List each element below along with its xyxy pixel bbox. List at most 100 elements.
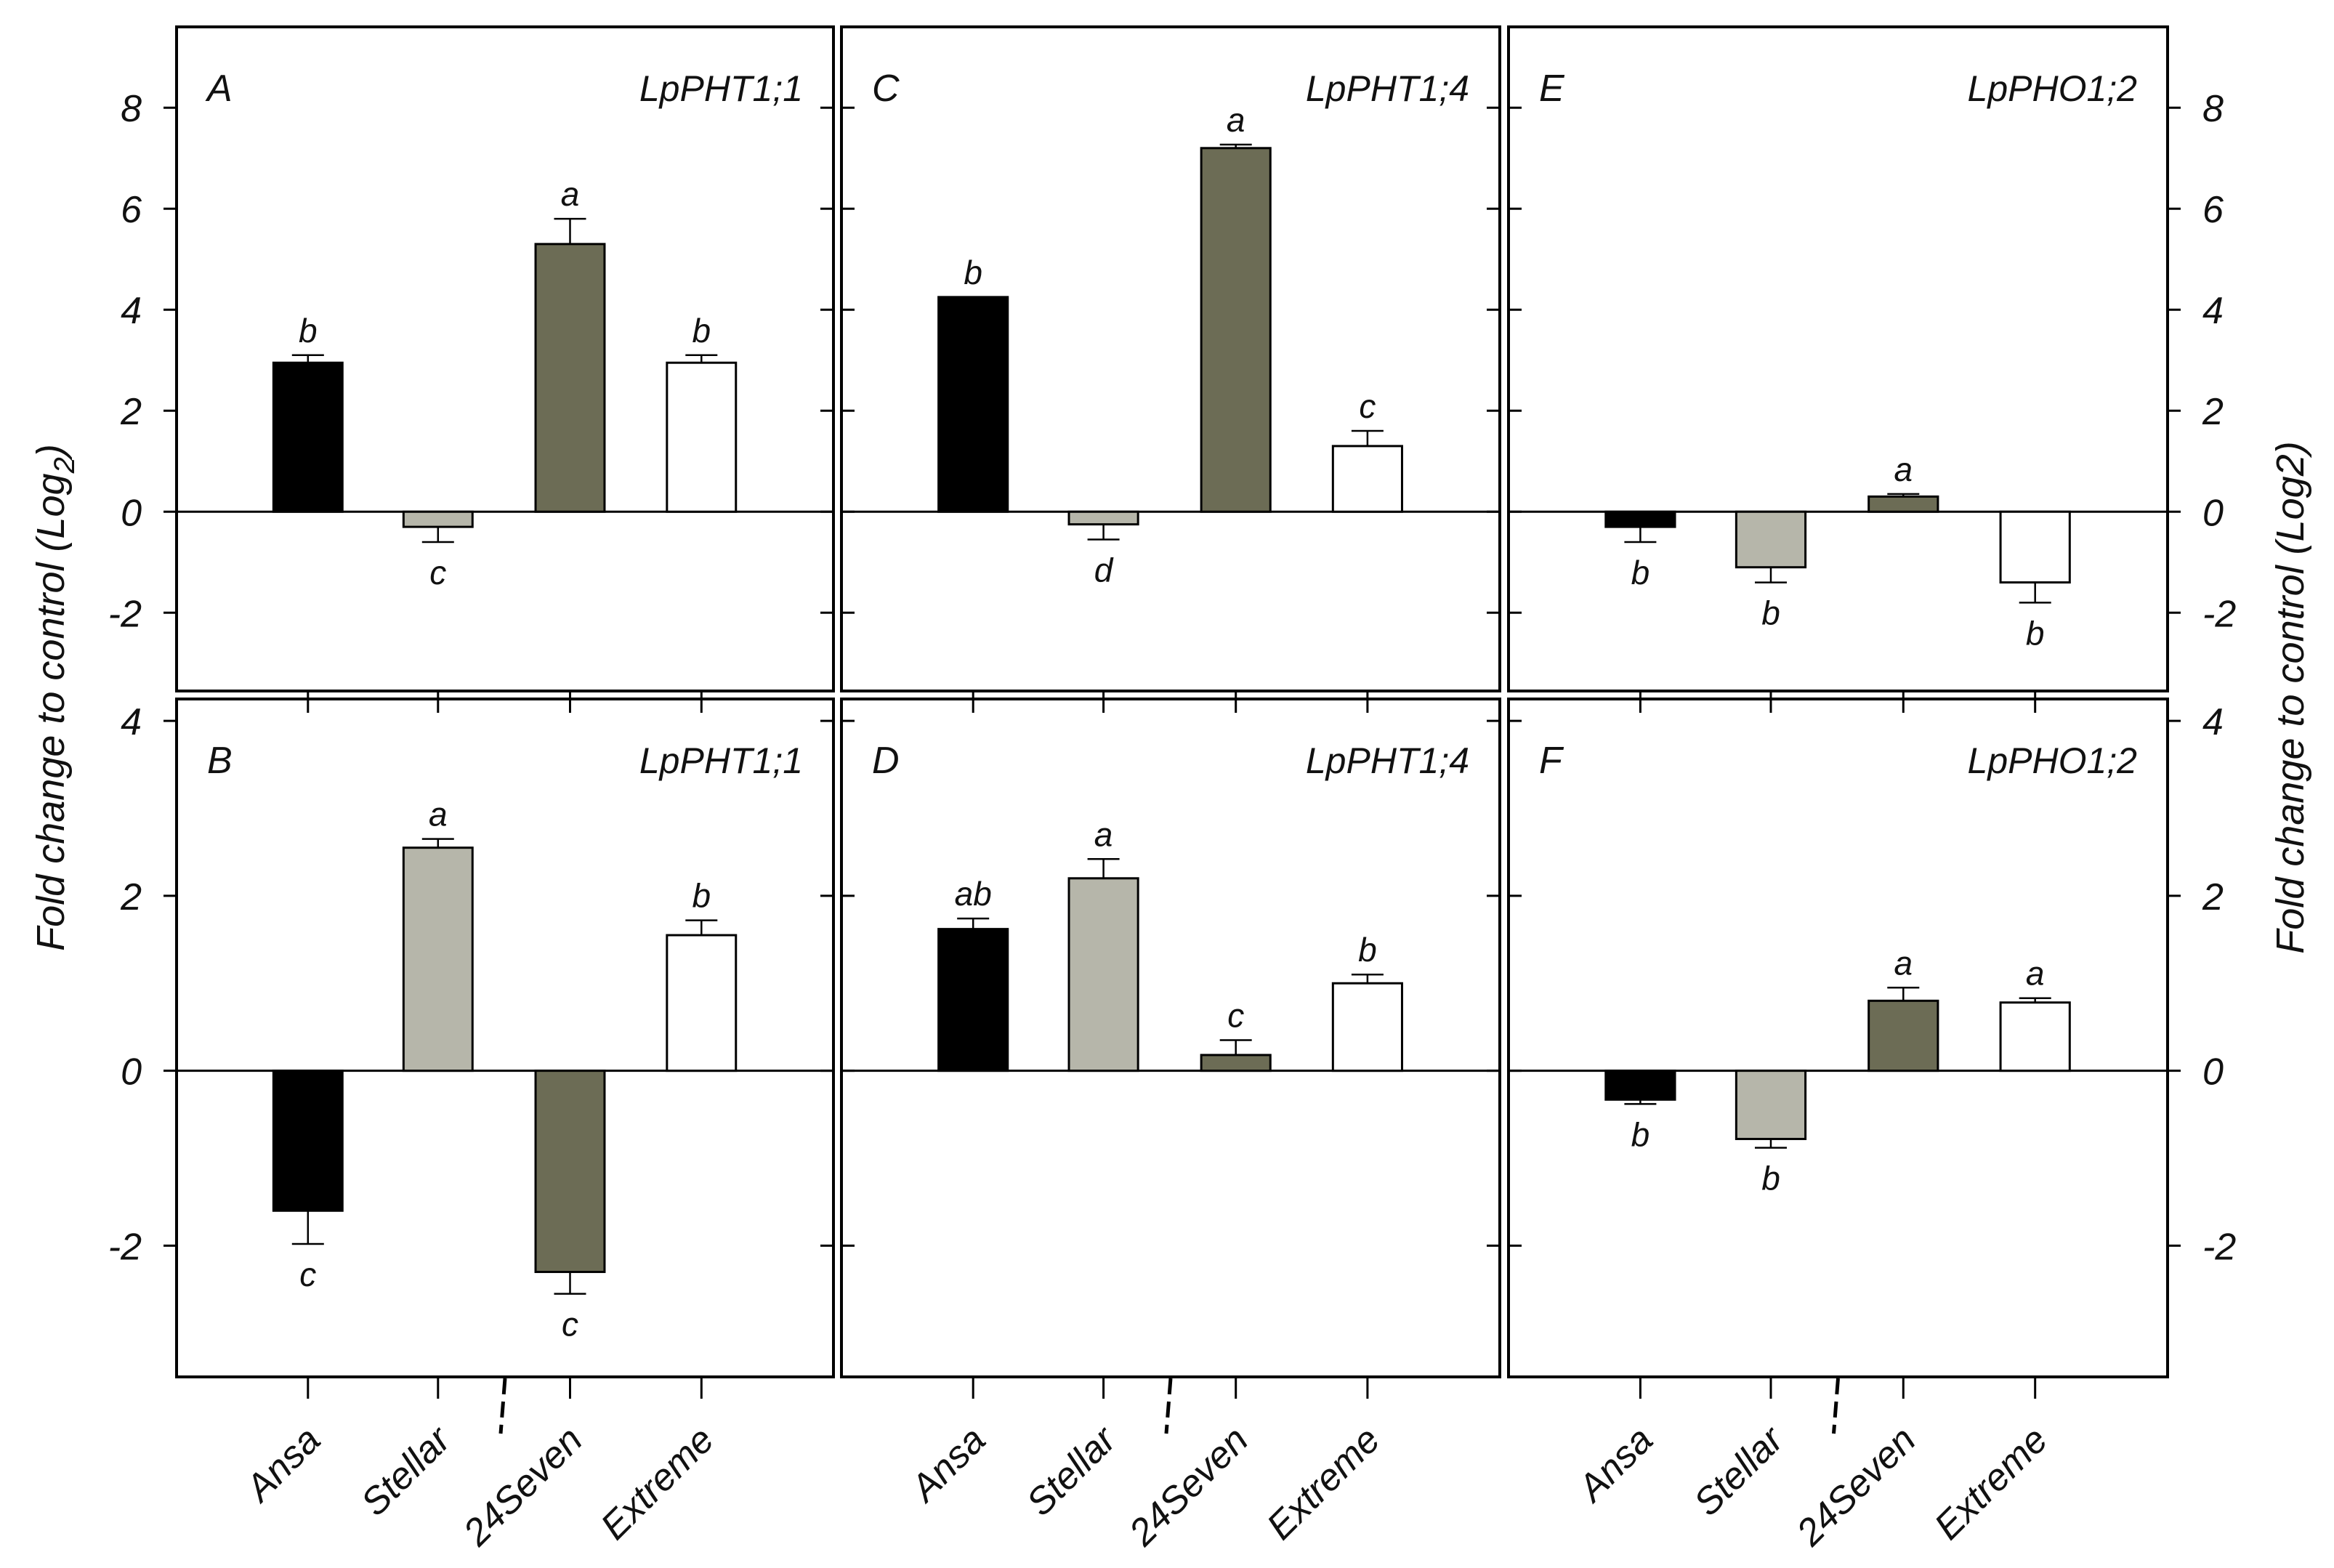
gene-label: LpPHO1;2 [1968,68,2138,109]
significance-letter: a [1094,815,1113,853]
gene-label: LpPHT1;4 [1306,68,1469,109]
y-tick-label: -2 [108,1226,142,1268]
gene-label: LpPHT1;4 [1306,740,1469,781]
significance-letter: b [1761,1160,1780,1197]
x-tick-label: Stellar [353,1418,460,1524]
panel-frame-E [1507,25,2169,692]
bar-Ansa [272,1070,344,1212]
panel-letter: F [1539,740,1564,782]
significance-letter: c [562,1306,578,1343]
bar-Extreme [1331,982,1403,1072]
significance-letter: c [299,1256,316,1293]
panel-letter: D [872,740,900,782]
panel-letter: C [872,68,900,110]
panel-frame-C [840,25,1501,692]
significance-letter: c [1359,387,1376,425]
cultivar-group-separator [1832,1378,1840,1434]
bar-24Seven [1200,147,1272,513]
y-tick-label: -2 [2202,593,2236,635]
y-tick-label: 0 [121,492,142,534]
panel-frame-F [1507,698,2169,1378]
significance-letter: c [1227,997,1244,1035]
panel-frame-A [175,25,835,692]
panel-letter: E [1539,68,1565,110]
x-tick-label: Ansa [1569,1418,1661,1511]
x-tick-label: Stellar [1019,1418,1126,1524]
right-y-axis-title: Fold change to control (Log2) [2269,441,2312,953]
bar-Stellar [1067,510,1139,526]
significance-letter: c [429,554,446,591]
bar-Extreme [666,361,738,513]
bar-Ansa [937,296,1009,513]
bar-24Seven [534,1070,606,1274]
significance-letter: b [1631,554,1650,591]
bar-Stellar [1735,1070,1807,1141]
significance-letter: a [1227,101,1245,139]
x-tick-label: Ansa [902,1418,994,1511]
bar-24Seven [1867,495,1939,513]
y-tick-label: 0 [2202,1051,2224,1094]
bar-24Seven [1200,1054,1272,1072]
y-tick-label: 2 [120,391,142,433]
x-tick-label: 24Seven [1788,1418,1924,1554]
bar-Ansa [1604,510,1676,528]
bar-Extreme [1331,445,1403,513]
significance-letter: a [1894,450,1913,488]
y-tick-label: 4 [2202,701,2224,743]
bar-Stellar [1067,877,1139,1072]
significance-letter: b [299,312,318,349]
bar-Stellar [402,846,474,1072]
gene-label: LpPHT1;1 [639,740,803,781]
y-tick-label: -2 [108,593,142,635]
panel-letter: A [205,68,233,110]
x-tick-label: Stellar [1686,1418,1793,1524]
x-tick-label: 24Seven [1120,1418,1256,1554]
y-tick-label: 6 [121,189,142,231]
significance-letter: a [1894,944,1913,982]
x-tick-label: Extreme [593,1418,722,1548]
x-tick-label: Extreme [1926,1418,2056,1548]
significance-letter: b [964,254,982,291]
y-tick-label: 4 [121,290,142,332]
cultivar-group-separator [498,1378,507,1434]
y-tick-label: 8 [2202,88,2224,130]
bar-Ansa [937,928,1009,1072]
x-tick-label: Ansa [236,1418,328,1511]
y-tick-label: 2 [2202,391,2224,433]
significance-letter: b [692,877,711,915]
y-tick-label: 4 [121,701,142,743]
bar-24Seven [1867,999,1939,1072]
significance-letter: ab [955,875,992,913]
significance-letter: b [692,312,711,349]
significance-letter: d [1094,551,1114,589]
significance-letter: b [1761,594,1780,632]
cultivar-group-separator [1164,1378,1173,1434]
y-tick-label: 8 [121,88,142,130]
panel-frame-D [840,698,1501,1378]
significance-letter: b [2026,614,2045,652]
left-y-axis-title: Fold change to control (Log2) [29,444,81,951]
bar-24Seven [534,243,606,513]
significance-letter: b [1631,1115,1650,1153]
bar-Extreme [1999,510,2071,584]
x-tick-label: 24Seven [455,1418,591,1554]
bar-Extreme [666,934,738,1072]
significance-letter: a [429,796,448,833]
significance-letter: a [2026,955,2045,993]
y-tick-label: 2 [120,876,142,918]
bar-Ansa [1604,1070,1676,1101]
bar-Extreme [1999,1001,2071,1072]
gene-label: LpPHT1;1 [639,68,803,109]
y-tick-label: 2 [2202,876,2224,918]
y-tick-label: 4 [2202,290,2224,332]
panel-frame-B [175,698,835,1378]
significance-letter: b [1358,931,1377,969]
bar-Stellar [402,510,474,528]
significance-letter: a [561,175,580,213]
bar-Stellar [1735,510,1807,569]
gene-label: LpPHO1;2 [1968,740,2138,781]
panel-letter: B [207,740,233,782]
y-tick-label: 6 [2202,189,2224,231]
x-tick-label: Extreme [1259,1418,1388,1548]
y-tick-label: -2 [2202,1226,2236,1268]
